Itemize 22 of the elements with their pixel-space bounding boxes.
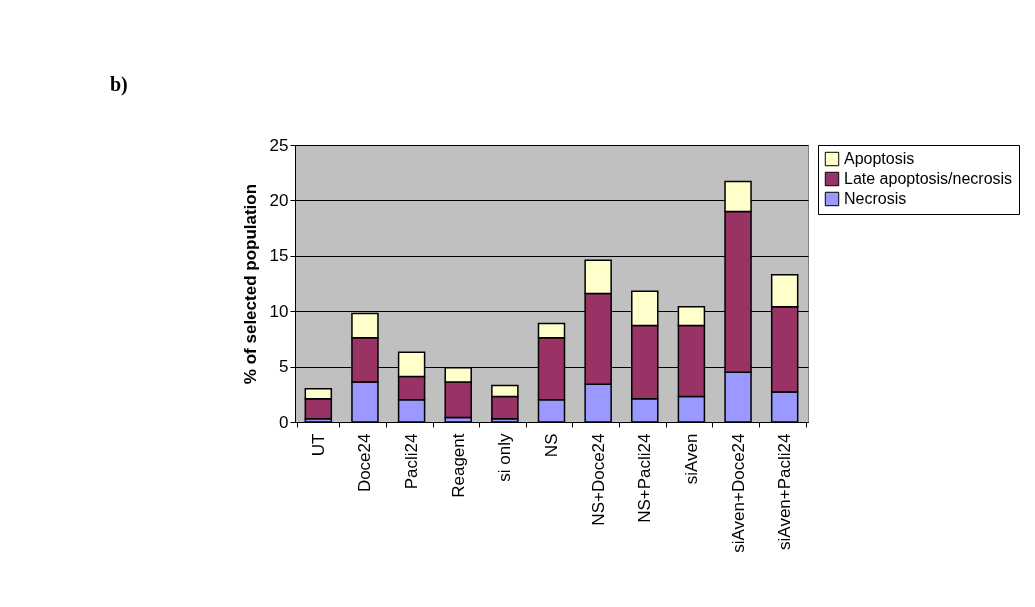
x-tick-label: si only — [495, 433, 515, 482]
x-tick-label: NS+Doce24 — [588, 433, 608, 526]
x-tick-label: siAven — [681, 433, 701, 485]
x-tick-label: NS+Pacli24 — [635, 433, 655, 523]
text: b) — [110, 73, 128, 96]
y-tick-label: 10 — [269, 301, 289, 321]
y-axis-title: % of selected population — [240, 183, 260, 385]
x-tick-label: UT — [308, 433, 328, 457]
x-tick-label: Pacli24 — [402, 433, 422, 490]
x-tick-label: siAven+Doce24 — [728, 433, 748, 553]
y-tick-label: 20 — [269, 190, 289, 210]
x-tick-label: Reagent — [448, 433, 468, 498]
x-tick-label: Doce24 — [355, 433, 375, 493]
y-tick-label: 5 — [279, 357, 289, 377]
legend-label: Late apoptosis/necrosis — [844, 170, 1013, 187]
x-tick-label: siAven+Pacli24 — [775, 433, 795, 550]
y-tick-label: 15 — [269, 246, 289, 266]
legend-label: Necrosis — [844, 190, 907, 207]
legend-label: Apoptosis — [844, 150, 915, 167]
y-tick-label: 0 — [279, 412, 289, 432]
y-tick-label: 25 — [269, 135, 289, 155]
x-tick-label: NS — [542, 433, 561, 458]
